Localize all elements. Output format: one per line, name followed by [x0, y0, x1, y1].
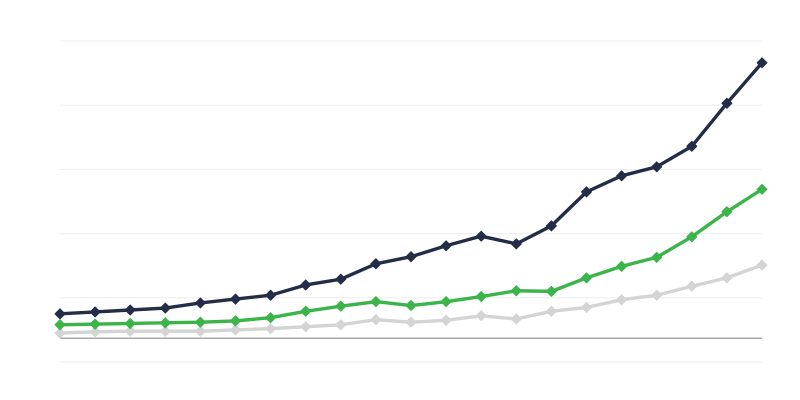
marker-diamond-navy-series — [335, 273, 347, 285]
marker-diamond-gray-series — [616, 294, 628, 306]
series-gray-series — [54, 259, 768, 339]
marker-diamond-gray-series — [89, 326, 101, 338]
marker-diamond-green-series — [124, 317, 136, 329]
marker-diamond-gray-series — [475, 310, 487, 322]
marker-diamond-gray-series — [54, 327, 66, 339]
marker-diamond-gray-series — [581, 301, 592, 313]
marker-diamond-navy-series — [54, 308, 66, 320]
marker-diamond-navy-series — [510, 238, 522, 250]
marker-diamond-navy-series — [616, 170, 628, 182]
marker-diamond-green-series — [616, 260, 628, 272]
marker-diamond-green-series — [300, 305, 312, 317]
marker-diamond-green-series — [54, 319, 66, 331]
marker-diamond-gray-series — [159, 325, 171, 337]
marker-diamond-navy-series — [300, 279, 312, 291]
marker-diamond-green-series — [370, 296, 382, 308]
marker-diamond-gray-series — [230, 324, 241, 336]
marker-diamond-navy-series — [440, 240, 452, 252]
marker-diamond-navy-series — [475, 230, 487, 242]
marker-diamond-navy-series — [159, 302, 171, 314]
marker-diamond-gray-series — [335, 319, 347, 331]
marker-diamond-gray-series — [545, 305, 557, 317]
marker-diamond-navy-series — [265, 289, 277, 301]
marker-diamond-green-series — [756, 183, 768, 195]
series-navy-series — [54, 57, 768, 320]
gridlines — [60, 40, 762, 363]
marker-diamond-gray-series — [194, 325, 206, 337]
marker-diamond-green-series — [545, 285, 557, 297]
marker-diamond-green-series — [159, 317, 171, 329]
marker-diamond-gray-series — [405, 316, 417, 328]
marker-diamond-navy-series — [230, 293, 241, 305]
marker-diamond-green-series — [230, 315, 241, 327]
marker-diamond-navy-series — [545, 220, 557, 232]
marker-diamond-navy-series — [686, 140, 698, 152]
marker-diamond-navy-series — [651, 161, 663, 173]
marker-diamond-gray-series — [265, 323, 277, 335]
marker-diamond-gray-series — [721, 272, 733, 284]
marker-diamond-navy-series — [124, 304, 136, 316]
marker-diamond-green-series — [581, 272, 592, 284]
marker-diamond-green-series — [405, 300, 417, 312]
series-green-series — [54, 183, 768, 331]
marker-diamond-navy-series — [581, 186, 592, 198]
marker-diamond-green-series — [686, 231, 698, 243]
marker-diamond-green-series — [475, 291, 487, 303]
marker-diamond-gray-series — [686, 280, 698, 292]
marker-diamond-gray-series — [510, 313, 522, 325]
marker-diamond-green-series — [335, 300, 347, 312]
marker-diamond-green-series — [265, 312, 277, 324]
marker-diamond-navy-series — [756, 57, 768, 69]
marker-diamond-gray-series — [756, 259, 768, 271]
marker-diamond-gray-series — [124, 325, 136, 337]
marker-diamond-navy-series — [194, 297, 206, 309]
marker-diamond-gray-series — [300, 321, 312, 333]
marker-diamond-navy-series — [370, 258, 382, 270]
marker-diamond-green-series — [651, 251, 663, 263]
marker-diamond-navy-series — [721, 97, 733, 109]
marker-diamond-green-series — [194, 316, 206, 328]
marker-diamond-green-series — [89, 318, 101, 330]
marker-diamond-navy-series — [89, 306, 101, 318]
marker-diamond-green-series — [721, 206, 733, 218]
marker-diamond-gray-series — [651, 289, 663, 301]
marker-diamond-gray-series — [440, 314, 452, 326]
marker-diamond-navy-series — [405, 251, 417, 263]
marker-diamond-gray-series — [370, 314, 382, 326]
marker-diamond-green-series — [510, 285, 522, 297]
marker-diamond-green-series — [440, 296, 452, 308]
